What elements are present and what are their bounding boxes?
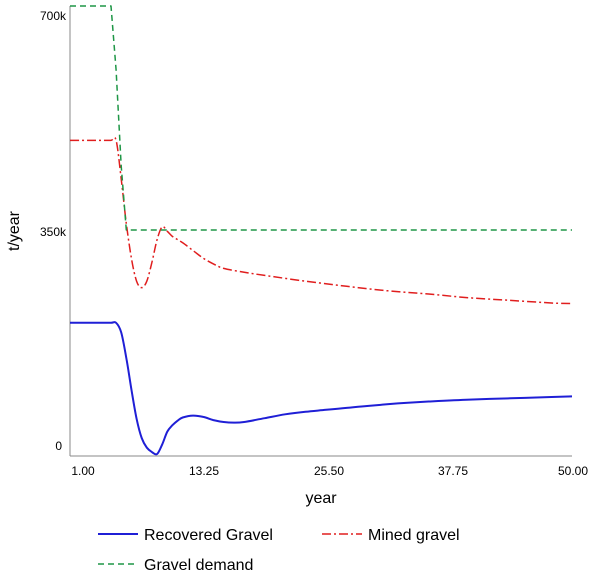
axes <box>69 6 572 457</box>
x-tick-labels: 1.00 13.25 25.50 37.75 50.00 <box>71 464 588 478</box>
legend-label-gravel-demand: Gravel demand <box>144 557 253 574</box>
x-axis-title: year <box>305 490 337 507</box>
y-tick-labels: 0 350k 700k <box>40 9 67 453</box>
series-lines <box>70 5 573 456</box>
legend-label-recovered-gravel: Recovered Gravel <box>144 527 273 544</box>
x-tick-label-4: 37.75 <box>438 464 468 478</box>
x-tick-label-3: 25.50 <box>314 464 344 478</box>
legend: Recovered Gravel Mined gravel Gravel dem… <box>98 527 460 574</box>
y-axis-title: t/year <box>6 210 23 251</box>
x-tick-label-5: 50.00 <box>558 464 588 478</box>
y-tick-label-0: 0 <box>55 439 62 453</box>
x-tick-label-1: 1.00 <box>71 464 95 478</box>
y-tick-label-350k: 350k <box>40 225 67 239</box>
x-tick-label-2: 13.25 <box>189 464 219 478</box>
series-line-gravel-demand <box>70 5 572 231</box>
y-tick-label-700k: 700k <box>40 9 67 23</box>
legend-label-mined-gravel: Mined gravel <box>368 527 460 544</box>
series-line-mined-gravel <box>70 136 573 305</box>
series-line-recovered-gravel <box>70 321 573 456</box>
